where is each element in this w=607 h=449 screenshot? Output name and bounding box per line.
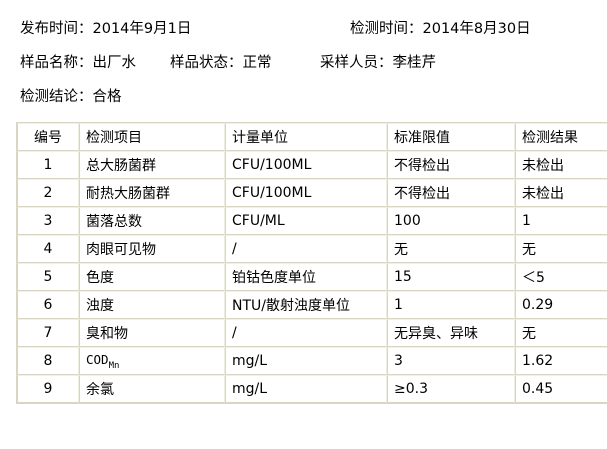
test-time-field: 检测时间：2014年8月30日 xyxy=(350,12,531,46)
cell-result: 无 xyxy=(515,319,607,347)
cell-no: 8 xyxy=(17,347,79,375)
cell-result: 0.45 xyxy=(515,375,607,403)
sample-name-value: 出厂水 xyxy=(92,55,137,71)
cell-no: 1 xyxy=(17,151,79,179)
cell-limit: 100 xyxy=(387,207,515,235)
cell-unit: CFU/100ML xyxy=(225,151,387,179)
conclusion-field: 检测结论：合格 xyxy=(20,80,122,114)
table-header-col-no: 编号 xyxy=(17,123,79,151)
cell-item: 肉眼可见物 xyxy=(79,235,225,263)
cell-no: 6 xyxy=(17,291,79,319)
cell-item: 臭和物 xyxy=(79,319,225,347)
cell-no: 3 xyxy=(17,207,79,235)
table-row: 2 耐热大肠菌群 CFU/100ML 不得检出 未检出 xyxy=(17,179,607,207)
cell-result: 1.62 xyxy=(515,347,607,375)
table-row: 7 臭和物 / 无异臭、异味无 xyxy=(17,319,607,347)
cell-unit: CFU/ML xyxy=(225,207,387,235)
sampler-label: 采样人员： xyxy=(320,55,393,71)
cell-item: 耐热大肠菌群 xyxy=(79,179,225,207)
cell-limit: 不得检出 xyxy=(387,151,515,179)
publish-time-label: 发布时间： xyxy=(20,21,93,37)
cell-no: 4 xyxy=(17,235,79,263)
cell-result: 无 xyxy=(515,235,607,263)
test-results-table: 编号 检测项目 计量单位 标准限值 检测结果 1 总大肠菌群 CFU/100ML 不得检出 未检出… xyxy=(16,122,607,404)
cell-unit: CFU/100ML xyxy=(225,179,387,207)
conclusion-value: 合格 xyxy=(92,89,122,105)
sampler-field: 采样人员：李桂芹 xyxy=(320,46,436,80)
cell-item: 余氯 xyxy=(79,375,225,403)
cell-result: 0.29 xyxy=(515,291,607,319)
cell-limit: 15 xyxy=(387,263,515,291)
table-header-col-item: 检测项目 xyxy=(79,123,225,151)
meta-line-dates: 发布时间：2014年9月1日 检测时间：2014年8月30日 xyxy=(20,12,607,46)
table-header-row: 编号 检测项目 计量单位 标准限值 检测结果 xyxy=(17,123,607,151)
sample-name-field: 样品名称：出厂水 xyxy=(20,46,170,80)
cell-no: 2 xyxy=(17,179,79,207)
table-header-col-unit: 计量单位 xyxy=(225,123,387,151)
sample-state-label: 样品状态： xyxy=(170,55,243,71)
cell-limit: 不得检出 xyxy=(387,179,515,207)
cell-limit: 无异臭、异味 xyxy=(387,319,515,347)
cell-unit: / xyxy=(225,319,387,347)
meta-line-sample: 样品名称：出厂水 样品状态：正常 采样人员：李桂芹 xyxy=(20,46,607,80)
cell-unit: / xyxy=(225,235,387,263)
test-results-table-wrapper: 编号 检测项目 计量单位 标准限值 检测结果 1 总大肠菌群 CFU/100ML 不得检出 未检出… xyxy=(16,122,607,404)
cell-item: 色度 xyxy=(79,263,225,291)
cell-no: 7 xyxy=(17,319,79,347)
table-row: 9 余氯 mg/L ≥0.3 0.45 xyxy=(17,375,607,403)
cell-limit: 3 xyxy=(387,347,515,375)
cell-unit: mg/L xyxy=(225,375,387,403)
table-row: 3 菌落总数 CFU/ML 100 1 xyxy=(17,207,607,235)
cell-no: 5 xyxy=(17,263,79,291)
table-row: 5 色度 铂钴色度单位 15 ＜5 xyxy=(17,263,607,291)
table-row: 4 肉眼可见物 / 无无 xyxy=(17,235,607,263)
test-time-value: 2014年8月30日 xyxy=(422,21,531,37)
cell-limit: 无 xyxy=(387,235,515,263)
conclusion-label: 检测结论： xyxy=(20,89,93,105)
cell-limit: ≥0.3 xyxy=(387,375,515,403)
publish-time-value: 2014年9月1日 xyxy=(92,21,192,37)
test-time-label: 检测时间： xyxy=(350,21,423,37)
meta-line-conclusion: 检测结论：合格 xyxy=(20,80,607,114)
sampler-value: 李桂芹 xyxy=(392,55,437,71)
cell-item: 浊度 xyxy=(79,291,225,319)
cell-unit: 铂钴色度单位 xyxy=(225,263,387,291)
table-row: 1 总大肠菌群 CFU/100ML 不得检出 未检出 xyxy=(17,151,607,179)
table-header-col-result: 检测结果 xyxy=(515,123,607,151)
sample-name-label: 样品名称： xyxy=(20,55,93,71)
cell-item: 菌落总数 xyxy=(79,207,225,235)
cell-subscript-text: Mn xyxy=(108,360,120,371)
cell-no: 9 xyxy=(17,375,79,403)
sample-state-field: 样品状态：正常 xyxy=(170,46,320,80)
table-header-col-limit: 标准限值 xyxy=(387,123,515,151)
cell-result: 未检出 xyxy=(515,179,607,207)
publish-time-field: 发布时间：2014年9月1日 xyxy=(20,12,350,46)
cell-result: 1 xyxy=(515,207,607,235)
cell-unit: mg/L xyxy=(225,347,387,375)
cell-item: CODMn xyxy=(79,347,225,375)
cell-result: ＜5 xyxy=(515,263,607,291)
report-meta-block: 发布时间：2014年9月1日 检测时间：2014年8月30日 样品名称：出厂水 样品… xyxy=(0,0,607,114)
cell-limit: 1 xyxy=(387,291,515,319)
cell-unit: NTU/散射浊度单位 xyxy=(225,291,387,319)
cell-item: 总大肠菌群 xyxy=(79,151,225,179)
table-row: 8 CODMn mg/L 3 1.62 xyxy=(17,347,607,375)
sample-state-value: 正常 xyxy=(242,55,272,71)
cell-result: 未检出 xyxy=(515,151,607,179)
cell-base-text: COD xyxy=(86,351,109,367)
table-row: 6 浊度 NTU/散射浊度单位 1 0.29 xyxy=(17,291,607,319)
